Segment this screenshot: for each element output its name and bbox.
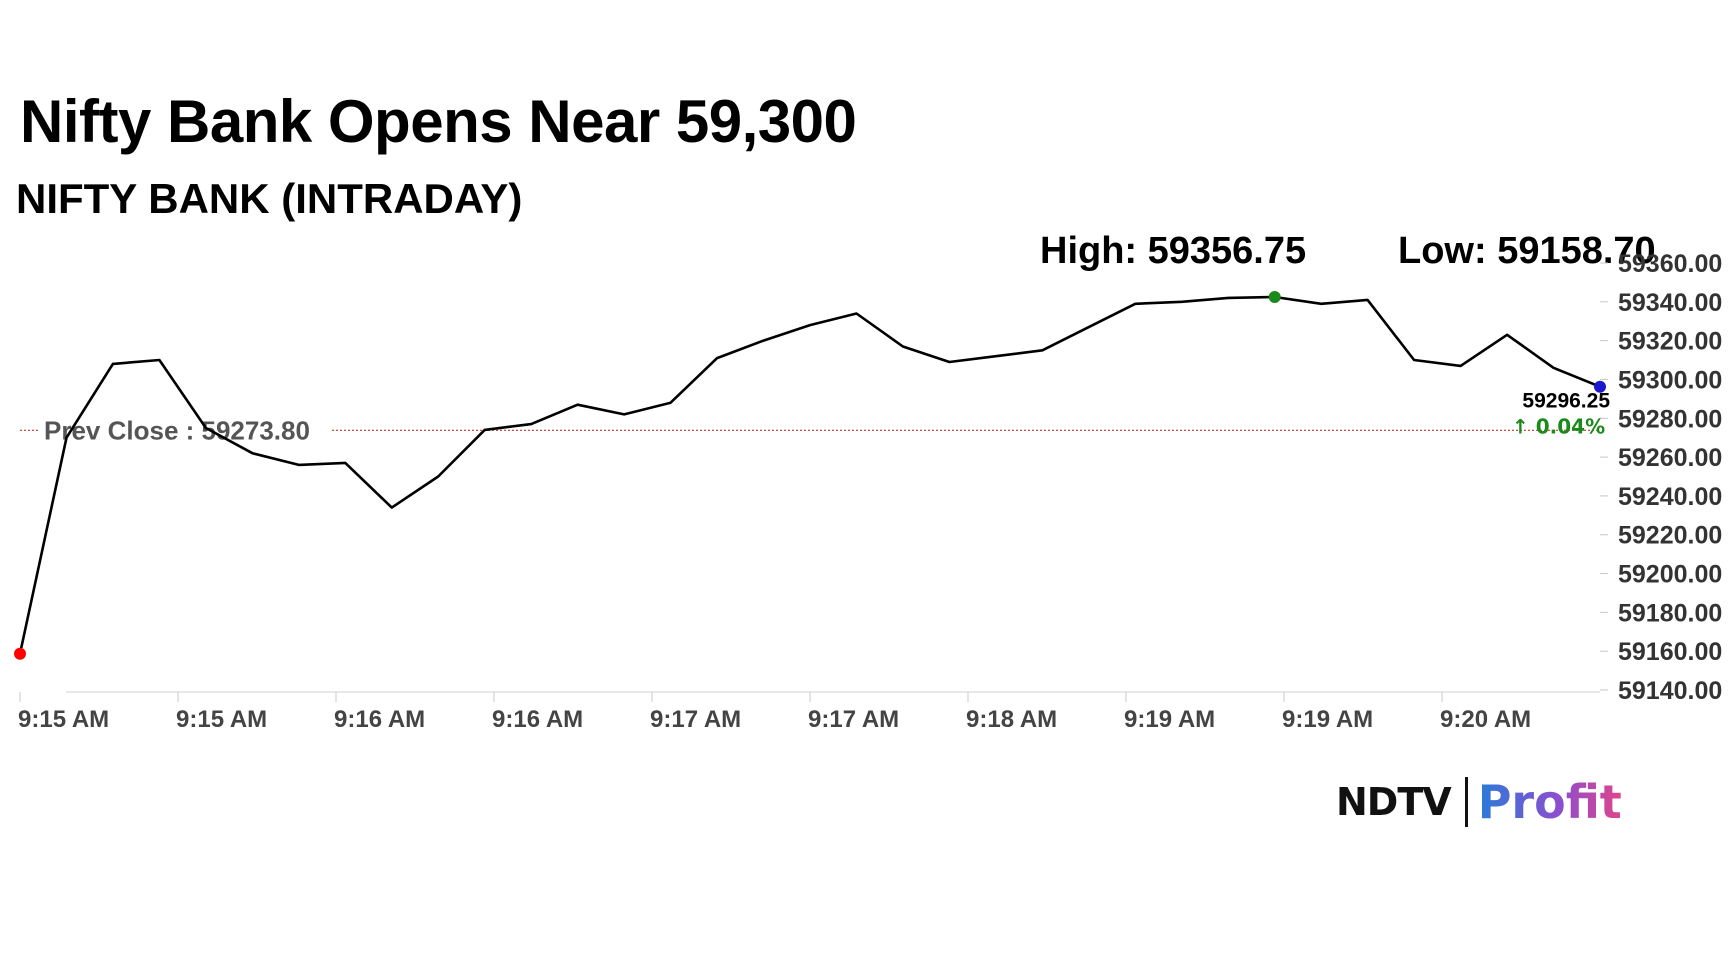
y-tick-label: 59340.00 <box>1618 289 1722 317</box>
x-tick-label: 9:16 AM <box>492 706 583 733</box>
y-tick-label: 59140.00 <box>1618 677 1722 705</box>
logo-profit-text: Profit <box>1477 775 1622 829</box>
y-tick-label: 59180.00 <box>1618 599 1722 627</box>
chart-subtitle: NIFTY BANK (INTRADAY) <box>16 175 523 222</box>
prev-close-label: Prev Close : 59273.80 <box>44 415 310 445</box>
day-high-label: High: 59356.75 <box>1040 230 1307 272</box>
last-price-label: 59296.25 <box>1522 390 1610 413</box>
y-tick-label: 59240.00 <box>1618 483 1722 511</box>
ndtv-profit-logo: NDTV Profit <box>1336 772 1622 832</box>
x-tick-label: 9:19 AM <box>1124 706 1215 733</box>
prev-close-label-bg <box>38 412 330 447</box>
x-tick-label: 9:17 AM <box>808 706 899 733</box>
x-tick-label: 9:16 AM <box>334 706 425 733</box>
chart-title: Nifty Bank Opens Near 59,300 <box>20 88 857 155</box>
y-tick-label: 59300.00 <box>1618 366 1722 394</box>
y-tick-label: 59200.00 <box>1618 561 1722 589</box>
x-tick-label: 9:17 AM <box>650 706 741 733</box>
y-tick-label: 59160.00 <box>1618 638 1722 666</box>
y-tick-label: 59280.00 <box>1618 405 1722 433</box>
logo-divider <box>1464 777 1468 827</box>
last-price-marker <box>1594 380 1606 393</box>
x-tick-label: 9:18 AM <box>966 706 1057 733</box>
open-low-marker <box>14 647 26 660</box>
y-tick-label: 59320.00 <box>1618 328 1722 356</box>
x-tick-label: 9:15 AM <box>176 706 267 733</box>
day-high-marker <box>1268 290 1281 303</box>
price-series-line <box>18 295 1602 656</box>
x-tick-label: 9:20 AM <box>1440 706 1531 733</box>
x-tick-label: 9:15 AM <box>18 706 109 733</box>
y-tick-label: 59360.00 <box>1618 250 1722 278</box>
logo-ndtv-text: NDTV <box>1336 780 1452 824</box>
x-tick-label: 9:19 AM <box>1282 706 1373 733</box>
day-low-label: Low: 59158.70 <box>1398 230 1656 272</box>
y-tick-label: 59260.00 <box>1618 444 1722 472</box>
y-tick-label: 59220.00 <box>1618 522 1722 550</box>
change-percent-label: ↑ 0.04% <box>1512 415 1605 439</box>
